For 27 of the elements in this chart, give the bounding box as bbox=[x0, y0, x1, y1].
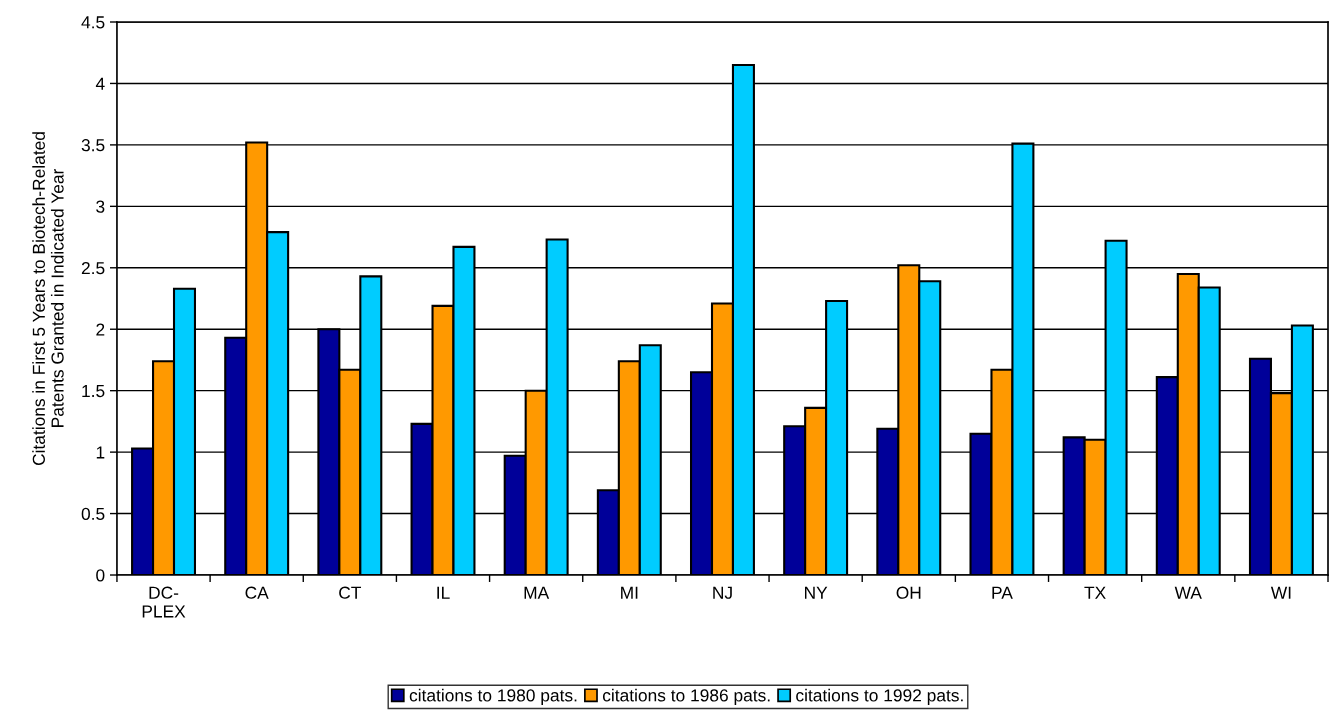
x-tick-label: TX bbox=[1084, 586, 1106, 599]
y-tick-label: 1 bbox=[96, 446, 105, 459]
legend-label: citations to 1980 pats. bbox=[409, 688, 577, 705]
x-tick-label: NY bbox=[805, 586, 828, 599]
y-tick-label: 4 bbox=[95, 77, 105, 90]
x-tick-label: MI bbox=[621, 586, 638, 599]
y-tick-label: 0 bbox=[96, 569, 105, 582]
x-tick-label: WI bbox=[1270, 586, 1291, 599]
x-tick-label: OH bbox=[896, 586, 921, 599]
x-tick-label: DC- PLEX bbox=[142, 586, 186, 618]
legend-label: citations to 1986 pats. bbox=[602, 688, 770, 705]
x-tick-label: WA bbox=[1174, 586, 1202, 599]
y-tick-label: 2.5 bbox=[81, 261, 105, 275]
x-tick-label: CA bbox=[245, 586, 269, 599]
x-tick-label: MA bbox=[524, 586, 550, 599]
y-tick-label: 3 bbox=[96, 200, 105, 213]
y-tick-label: 3.5 bbox=[81, 139, 105, 152]
x-tick-label: PA bbox=[992, 586, 1013, 599]
y-tick-label: 2 bbox=[96, 323, 105, 336]
x-tick-label: NJ bbox=[713, 586, 732, 599]
y-tick-label: 0.5 bbox=[81, 507, 105, 521]
x-tick-label: CT bbox=[339, 586, 362, 599]
x-tick-label: IL bbox=[437, 586, 450, 599]
y-tick-label: 1.5 bbox=[82, 385, 105, 398]
legend-label: citations to 1992 pats. bbox=[796, 688, 963, 705]
y-axis-title: Citations in First 5 Years to Biotech-Related Patents Granted in Indicated Year bbox=[32, 132, 64, 466]
y-tick-label: 4.5 bbox=[81, 16, 105, 29]
